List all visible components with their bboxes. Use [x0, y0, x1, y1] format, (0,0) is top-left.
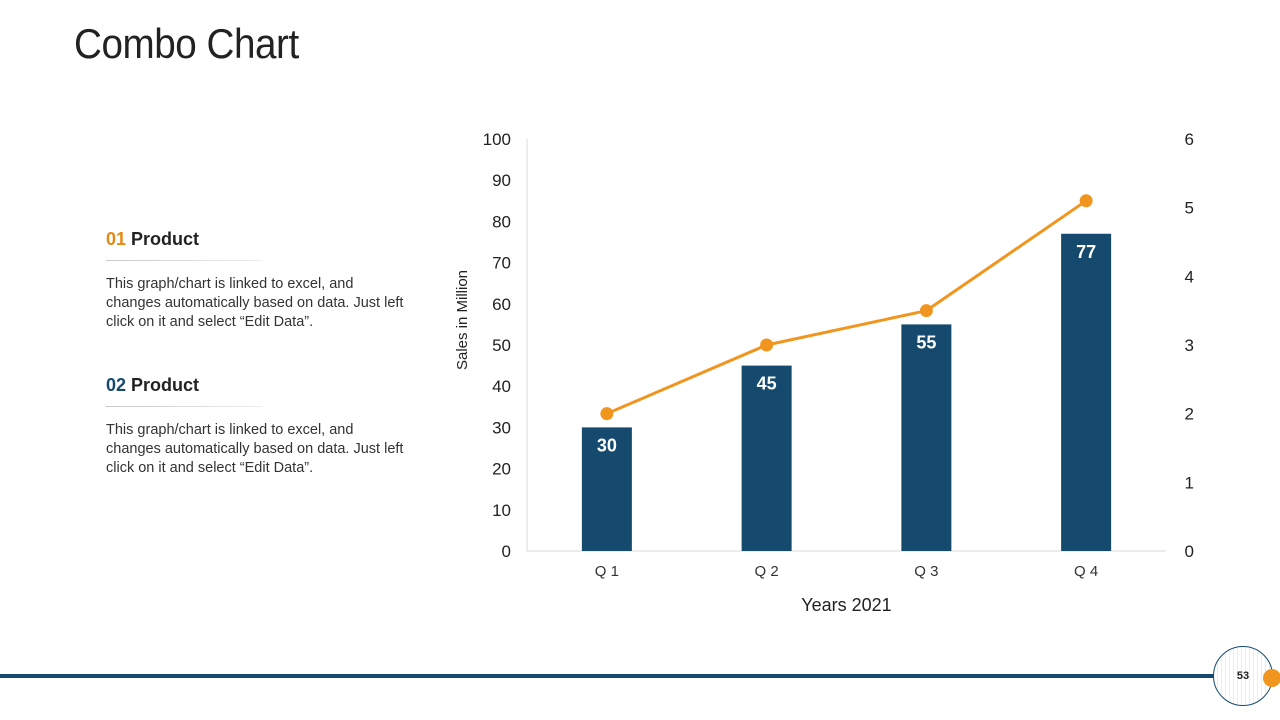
- product-number-1: 01: [106, 229, 127, 249]
- product-description-1: This graph/chart is linked to excel, and…: [106, 276, 404, 330]
- trend-point-0[interactable]: [600, 407, 614, 421]
- x-tick-label-0: Q 1: [595, 563, 619, 580]
- trend-point-1[interactable]: [760, 338, 774, 352]
- chart-labels: 30 45 55 77: [597, 242, 1096, 456]
- product-block-1: 01 Product This graph/chart is linked to…: [106, 229, 406, 332]
- product-heading-2: 02 Product: [106, 375, 406, 396]
- bar-data-label-0: 30: [597, 435, 617, 455]
- trend-point-3[interactable]: [1079, 194, 1093, 208]
- x-tick-label-2: Q 3: [914, 563, 938, 580]
- y-tick-label-0: 0: [502, 542, 511, 561]
- y-tick-label-6: 60: [492, 295, 511, 314]
- product-divider-1: [106, 260, 262, 261]
- product-name-1: Product: [131, 229, 200, 249]
- product-divider-2: [106, 406, 262, 407]
- y2-tick-label-6: 6: [1185, 130, 1194, 149]
- x-tick-label-3: Q 4: [1074, 563, 1098, 580]
- bar-q1[interactable]: [581, 427, 632, 551]
- product-number-2: 02: [106, 375, 127, 395]
- y2-tick-label-3: 3: [1185, 336, 1194, 355]
- product-description-2: This graph/chart is linked to excel, and…: [106, 422, 404, 476]
- bar-q2[interactable]: [741, 365, 792, 551]
- bar-q3[interactable]: [901, 324, 952, 551]
- product-name-2: Product: [131, 375, 200, 395]
- y-tick-label-4: 40: [492, 377, 511, 396]
- chart-bars: [581, 233, 1112, 551]
- footer-divider: [0, 674, 1215, 678]
- trend-point-2[interactable]: [919, 304, 933, 318]
- y-tick-label-8: 80: [492, 212, 511, 231]
- y2-tick-label-0: 0: [1185, 542, 1194, 561]
- y-tick-label-10: 100: [483, 130, 511, 149]
- badge-pattern: [1214, 647, 1272, 705]
- page-accent-dot: [1263, 669, 1280, 687]
- x-tick-label-1: Q 2: [755, 563, 779, 580]
- bar-data-label-2: 55: [916, 332, 936, 352]
- y2-tick-label-1: 1: [1185, 473, 1194, 492]
- bar-data-label-1: 45: [757, 374, 777, 394]
- y-tick-label-2: 20: [492, 460, 511, 479]
- x-axis-title: Years 2021: [801, 595, 891, 615]
- y-tick-label-3: 30: [492, 418, 511, 437]
- y-tick-label-7: 70: [492, 254, 511, 273]
- product-block-2: 02 Product This graph/chart is linked to…: [106, 375, 406, 478]
- y-tick-label-9: 90: [492, 171, 511, 190]
- trend-line[interactable]: [606, 199, 1087, 416]
- page-number: 53: [1236, 670, 1250, 682]
- y2-tick-label-2: 2: [1185, 405, 1194, 424]
- bar-q4[interactable]: [1061, 233, 1112, 551]
- chart-line: [600, 194, 1093, 421]
- y-axis-title: Sales in Million: [454, 270, 471, 370]
- page-title: Combo Chart: [74, 20, 299, 67]
- product-heading-1: 01 Product: [106, 229, 406, 250]
- y2-tick-label-4: 4: [1185, 267, 1194, 286]
- y2-tick-label-5: 5: [1185, 199, 1194, 218]
- y-tick-label-1: 10: [492, 501, 511, 520]
- y-tick-label-5: 50: [492, 336, 511, 355]
- bar-data-label-3: 77: [1076, 242, 1096, 262]
